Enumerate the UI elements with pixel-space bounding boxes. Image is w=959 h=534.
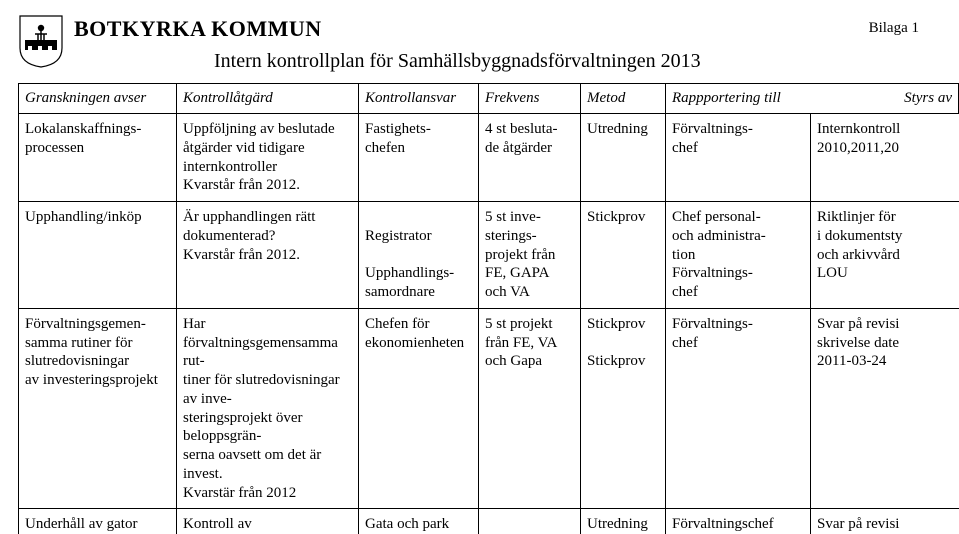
cell: Utredning — [581, 114, 666, 202]
cell: Gata och parkchefen — [359, 509, 479, 534]
document-title: Intern kontrollplan för Samhällsbyggnads… — [214, 50, 959, 73]
table-header-row: Granskningen avser Kontrollåtgärd Kontro… — [19, 84, 959, 114]
col-header: Frekvens — [479, 84, 581, 114]
table-row: Lokalanskaffnings-processen Uppföljning … — [19, 114, 959, 202]
col-header: Granskningen avser — [19, 84, 177, 114]
cell: Stickprov — [581, 202, 666, 309]
cell: Utredning — [581, 509, 666, 534]
cell: Förvaltnings-chef — [666, 114, 811, 202]
document-page: Bilaga 1 BOTKYRKA KOMMUN Intern kontroll… — [0, 0, 959, 534]
cell: Underhåll av gatoroch parker — [19, 509, 177, 534]
cell: Lokalanskaffnings-processen — [19, 114, 177, 202]
table-row: Förvaltningsgemen-samma rutiner förslutr… — [19, 308, 959, 509]
control-plan-table: Granskningen avser Kontrollåtgärd Kontro… — [18, 83, 959, 534]
shield-icon — [18, 14, 64, 68]
cell: Registrator Upphandlings-samordnare — [359, 202, 479, 309]
cell: Riktlinjer föri dokumentstyoch arkivvård… — [811, 202, 959, 309]
municipality-logo — [18, 14, 64, 68]
cell: 5 st inve-sterings-projekt frånFE, GAPAo… — [479, 202, 581, 309]
cell: Kontroll av underhållsplaneroch hur ekon… — [177, 509, 359, 534]
cell: Fastighets-chefen — [359, 114, 479, 202]
cell: Är upphandlingen rätt dokumenterad?Kvars… — [177, 202, 359, 309]
cell: Svar på revisiskrivelse date2012-06-01 — [811, 509, 959, 534]
col-header: Styrs av — [811, 84, 959, 114]
cell: Förvaltningschef — [666, 509, 811, 534]
cell: Svar på revisiskrivelse date2011-03-24 — [811, 308, 959, 509]
cell: 5 st projektfrån FE, VAoch Gapa — [479, 308, 581, 509]
col-header: Kontrollansvar — [359, 84, 479, 114]
cell: Har förvaltningsgemensamma rut-tiner för… — [177, 308, 359, 509]
cell: Stickprov Stickprov — [581, 308, 666, 509]
cell: Upphandling/inköp — [19, 202, 177, 309]
cell: 4 st besluta-de åtgärder — [479, 114, 581, 202]
organization-name: BOTKYRKA KOMMUN — [74, 16, 959, 42]
table-row: Upphandling/inköp Är upphandlingen rätt … — [19, 202, 959, 309]
cell: Internkontroll2010,2011,20 — [811, 114, 959, 202]
header: BOTKYRKA KOMMUN Intern kontrollplan för … — [18, 14, 959, 73]
cell: Förvaltningsgemen-samma rutiner förslutr… — [19, 308, 177, 509]
cell: Chefen förekonomienheten — [359, 308, 479, 509]
attachment-label: Bilaga 1 — [869, 20, 919, 37]
col-header: Metod — [581, 84, 666, 114]
table-row: Underhåll av gatoroch parker Kontroll av… — [19, 509, 959, 534]
cell: Chef personal-och administra-tionFörvalt… — [666, 202, 811, 309]
col-header: Kontrollåtgärd — [177, 84, 359, 114]
cell — [479, 509, 581, 534]
cell: Förvaltnings-chef — [666, 308, 811, 509]
cell: Uppföljning av beslutade åtgärder vid ti… — [177, 114, 359, 202]
col-header: Rappportering till — [666, 84, 811, 114]
